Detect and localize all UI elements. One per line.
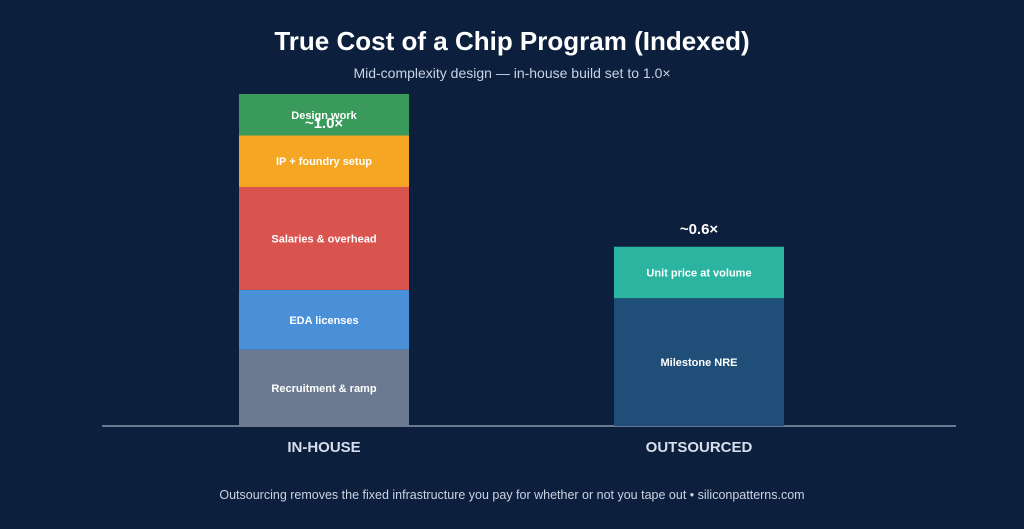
bar-segment-eda-licenses [239,289,409,350]
segment-label: IP + foundry setup [276,156,372,168]
bar-segment-milestone-nre [614,298,784,426]
segment-label: EDA licenses [289,315,358,327]
segment-label: Salaries & overhead [271,233,376,245]
chart-footer: Outsourcing removes the fixed infrastruc… [219,488,805,502]
bar-total-label-inhouse: ~1.0× [305,115,344,132]
bar-segment-recruitment-ramp [239,349,409,426]
segment-label: Unit price at volume [646,267,751,279]
category-label-inhouse: IN-HOUSE [287,439,360,456]
bar-segment-salaries-overhead [239,186,409,290]
bar-segment-design-work [239,94,409,136]
bar-segment-ip-foundry-setup [239,135,409,187]
chart-title: True Cost of a Chip Program (Indexed) [274,26,750,56]
bar-segment-unit-price-at-volume [614,246,784,299]
segment-label: Design work [291,110,357,122]
segment-label: Recruitment & ramp [271,383,376,395]
bar-total-label-outsourced: ~0.6× [680,221,719,238]
chart-subtitle: Mid-complexity design — in-house build s… [353,65,671,81]
segment-label: Milestone NRE [660,357,737,369]
category-label-outsourced: OUTSOURCED [646,439,753,456]
